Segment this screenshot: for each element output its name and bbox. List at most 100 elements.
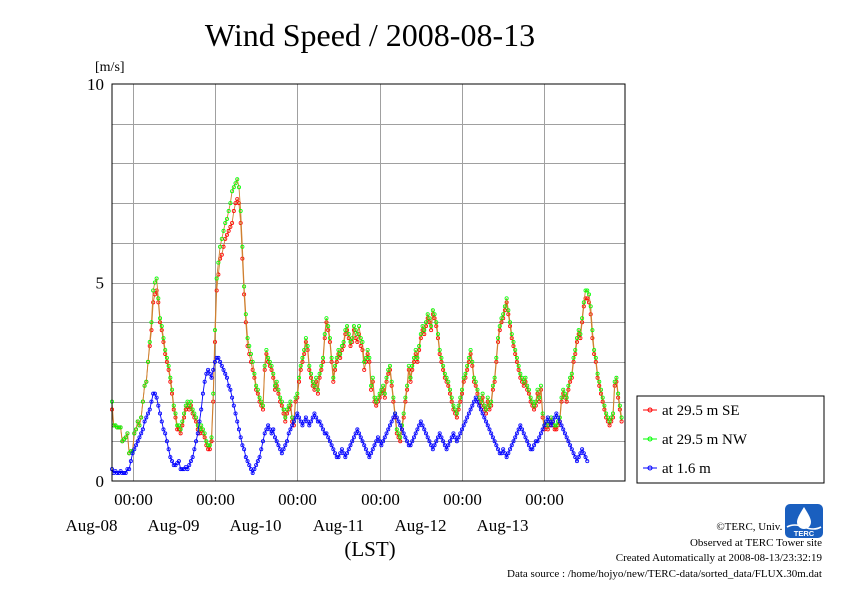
data-point [363,447,368,452]
data-point [532,443,537,448]
data-point [592,347,597,352]
data-point [269,363,274,368]
data-point [429,328,434,333]
data-point [432,312,437,317]
data-point [123,471,128,476]
data-point [343,328,348,333]
data-point [312,383,317,388]
data-point [298,363,303,368]
data-point [542,423,547,428]
data-point [562,431,567,436]
data-point [379,387,384,392]
data-point [525,383,530,388]
data-point [163,347,168,352]
data-point [303,415,308,420]
data-point [334,355,339,360]
data-point [321,359,326,364]
data-point [116,425,121,430]
data-point [520,427,525,432]
data-point [406,443,411,448]
data-point [211,367,216,372]
data-point [242,284,247,289]
data-point [152,280,157,285]
footer: ©TERC, Univ. Tsukuba Observed at TERC To… [507,520,822,582]
data-point [405,383,410,388]
data-point [485,395,490,400]
data-point [447,391,452,396]
data-point [187,403,192,408]
data-point [362,359,367,364]
x-tick-time-label: 00:00 [525,490,564,509]
data-point [489,431,494,436]
data-point [492,375,497,380]
data-point [127,467,132,472]
chart-title: Wind Speed / 2008-08-13 [205,17,535,53]
data-point [556,415,561,420]
data-point [163,351,168,356]
x-axis-label: (LST) [344,537,395,561]
data-point [302,351,307,356]
legend-swatch-marker [647,465,653,471]
data-point [228,201,233,206]
data-point [480,391,485,396]
data-point [514,359,519,364]
data-point [146,359,151,364]
data-point [355,340,360,345]
data-point [557,419,562,424]
data-point [228,387,233,392]
data-point [410,439,415,444]
data-point [482,415,487,420]
data-point [602,403,607,408]
data-point [358,435,363,440]
data-point [461,423,466,428]
data-point [521,431,526,436]
y-tick-label: 10 [87,75,104,94]
data-point [405,439,410,444]
data-point [279,403,284,408]
data-point [497,324,502,329]
data-point [144,379,149,384]
data-point [535,387,540,392]
data-point [230,220,235,225]
data-point [166,363,171,368]
data-point [573,351,578,356]
data-point [327,439,332,444]
data-point [526,391,531,396]
data-point [164,355,169,360]
data-point [221,228,226,233]
data-point [307,367,312,372]
data-point [494,355,499,360]
data-point [422,427,427,432]
data-point [432,316,437,321]
legend-item: at 29.5 m SE [643,403,740,419]
data-point [207,443,212,448]
legend-label: at 29.5 m NW [662,432,748,448]
data-point [571,355,576,360]
data-point [475,387,480,392]
data-point [619,419,624,424]
data-point [509,332,514,337]
data-point [272,435,277,440]
data-point [262,363,267,368]
data-point [146,411,151,416]
x-tick-date-label: Aug-11 [313,516,364,535]
data-point [274,439,279,444]
data-point [554,423,559,428]
data-point [284,439,289,444]
data-point [350,439,355,444]
data-point [171,403,176,408]
data-point [271,427,276,432]
data-point [545,415,550,420]
data-point [465,367,470,372]
data-point [375,435,380,440]
data-point [329,443,334,448]
data-point [238,220,243,225]
data-point [532,407,537,412]
data-point [188,399,193,404]
data-point [490,383,495,388]
data-point [439,359,444,364]
created-text: Created Automatically at 2008-08-13/23:3… [615,552,822,564]
data-point [192,447,197,452]
data-point [372,443,377,448]
data-point [422,328,427,333]
